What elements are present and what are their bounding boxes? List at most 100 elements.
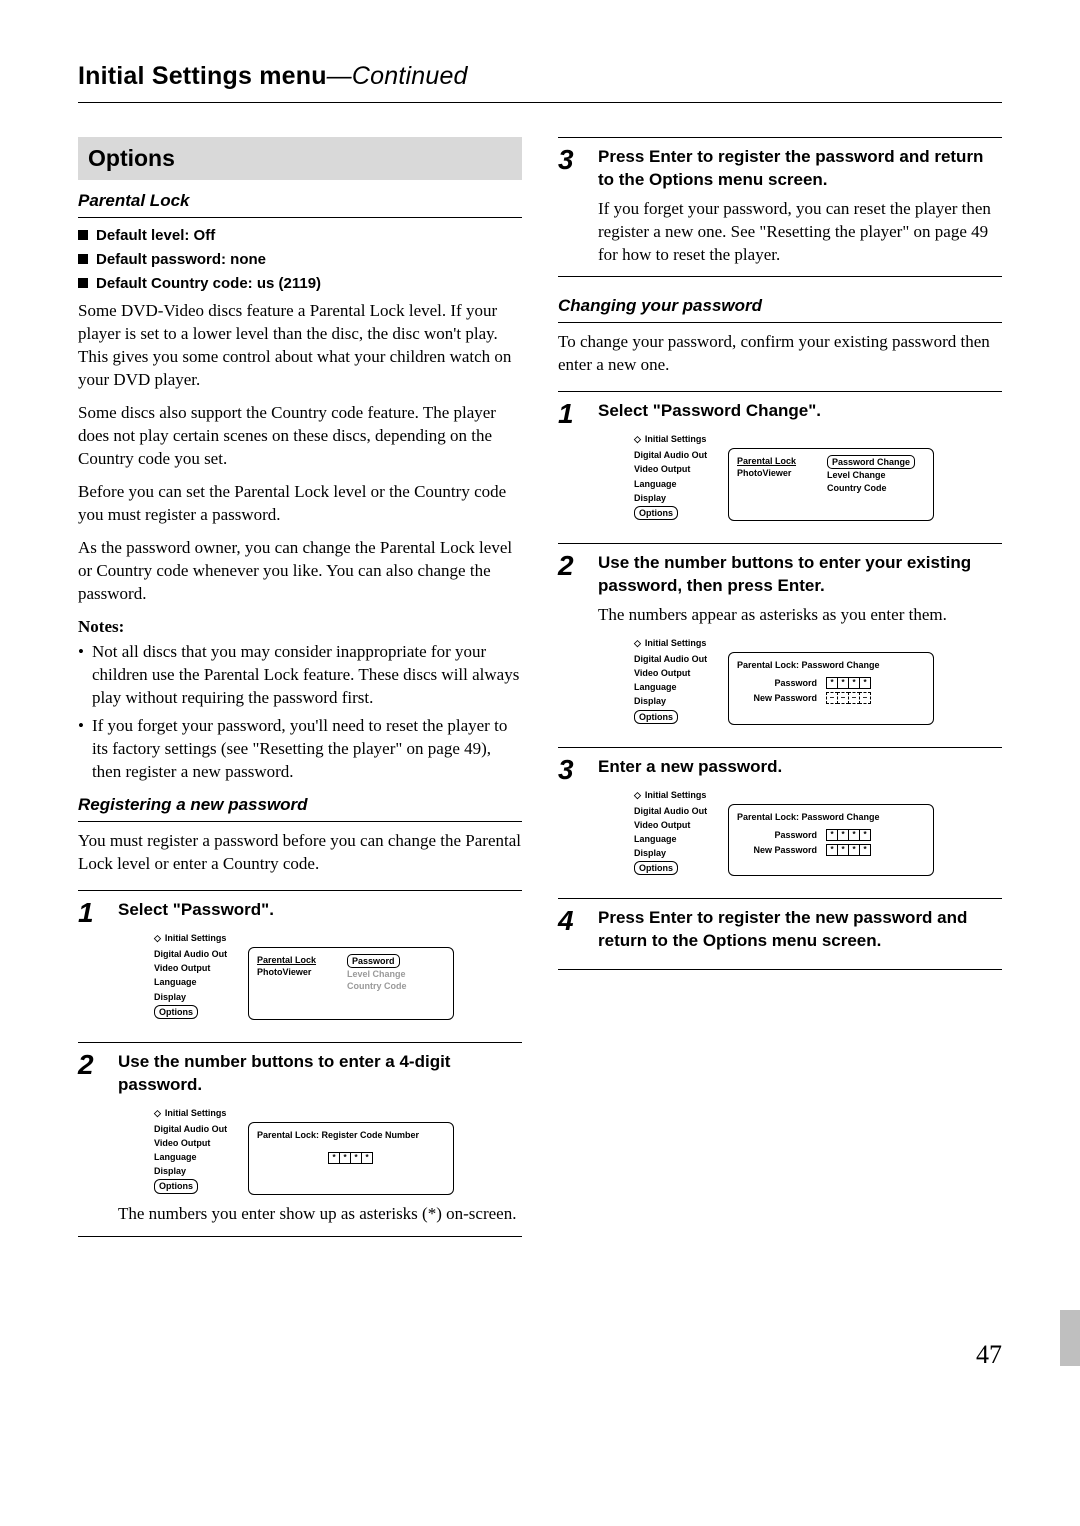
ui-title: Initial Settings — [165, 1107, 227, 1119]
change-step-3: 3 Enter a new password. ◇Initial Setting… — [558, 747, 1002, 885]
title-continued: —Continued — [327, 62, 468, 90]
menu-item: Video Output — [634, 462, 722, 476]
ui-screenshot-password-change: ◇ Initial Settings Digital Audio Out Vide… — [634, 433, 934, 521]
menu-item: Digital Audio Out — [634, 448, 722, 462]
panel-option-selected: Password Change — [827, 455, 915, 469]
notes-label: Notes: — [78, 616, 522, 639]
ui-screenshot-select-password: ◇Initial Settings Digital Audio Out Vide… — [154, 932, 454, 1020]
menu-item: Digital Audio Out — [634, 804, 722, 818]
menu-item: Language — [634, 680, 722, 694]
para-1: Some DVD-Video discs feature a Parental … — [78, 300, 522, 392]
menu-item-selected: Options — [154, 1005, 198, 1019]
step-desc: The numbers you enter show up as asteris… — [118, 1203, 522, 1226]
page-number: 47 — [78, 1337, 1002, 1372]
panel-item: PhotoViewer — [737, 467, 813, 479]
menu-item: Digital Audio Out — [154, 947, 242, 961]
code-boxes: **** — [827, 844, 871, 856]
panel-item-selected: Parental Lock — [257, 954, 333, 966]
panel-title: Parental Lock: Password Change — [737, 811, 925, 823]
ui-panel: Parental Lock: Password Change Password *… — [728, 652, 934, 725]
step-head: Press Enter to register the new password… — [598, 907, 1002, 953]
page-title: Initial Settings menu—Continued — [78, 60, 1002, 103]
menu-item-selected: Options — [634, 506, 678, 520]
code-boxes: **** — [329, 1152, 373, 1164]
step-divider — [558, 969, 1002, 970]
left-column: Options Parental Lock Default level: Off… — [78, 137, 522, 1237]
ui-menu: Digital Audio Out Video Output Language … — [634, 448, 722, 521]
square-bullet-icon — [78, 278, 88, 288]
parental-lock-heading: Parental Lock — [78, 190, 522, 218]
ui-panel: Parental Lock PhotoViewer Password Level… — [248, 947, 454, 1020]
menu-item: Video Output — [634, 666, 722, 680]
para-2: Some discs also support the Country code… — [78, 402, 522, 471]
bullet-dot-icon: • — [78, 641, 84, 710]
ui-menu: Digital Audio Out Video Output Language … — [154, 947, 242, 1020]
menu-item-selected: Options — [634, 710, 678, 724]
panel-option-disabled: Country Code — [347, 980, 445, 992]
register-step-3: 3 Press Enter to register the password a… — [558, 137, 1002, 267]
register-step-1: 1 Select "Password". ◇Initial Settings D… — [78, 890, 522, 1028]
menu-item: Display — [634, 694, 722, 708]
step-number: 3 — [558, 756, 584, 885]
step-head: Use the number buttons to enter a 4-digi… — [118, 1051, 522, 1097]
code-boxes-empty: –––– — [827, 692, 871, 704]
menu-item: Video Output — [634, 818, 722, 832]
menu-item: Video Output — [154, 961, 242, 975]
field-label: New Password — [737, 844, 817, 856]
menu-item: Display — [154, 1164, 242, 1178]
ui-panel: Parental Lock PhotoViewer Password Chang… — [728, 448, 934, 521]
change-step-1: 1 Select "Password Change". ◇Initial Set… — [558, 391, 1002, 529]
ui-menu: Digital Audio Out Video Output Language … — [634, 804, 722, 877]
ui-screenshot-enter-existing: ◇Initial Settings Digital Audio Out Vide… — [634, 637, 934, 725]
square-bullet-icon — [78, 254, 88, 264]
panel-option: Country Code — [827, 482, 925, 494]
ui-screenshot-enter-code: ◇Initial Settings Digital Audio Out Vide… — [154, 1107, 454, 1195]
register-step-2: 2 Use the number buttons to enter a 4-di… — [78, 1042, 522, 1226]
step-number: 1 — [78, 899, 104, 1028]
menu-item: Display — [634, 846, 722, 860]
para-4: As the password owner, you can change th… — [78, 537, 522, 606]
change-step-2: 2 Use the number buttons to enter your e… — [558, 543, 1002, 733]
ui-panel: Parental Lock: Password Change Password *… — [728, 804, 934, 877]
step-number: 3 — [558, 146, 584, 267]
panel-item-selected: Parental Lock — [737, 455, 813, 467]
menu-item: Language — [634, 832, 722, 846]
step-number: 2 — [78, 1051, 104, 1226]
menu-item: Digital Audio Out — [634, 652, 722, 666]
default-bullets: Default level: Off Default password: non… — [78, 226, 522, 295]
panel-option-selected: Password — [347, 954, 400, 968]
panel-option-disabled: Level Change — [347, 968, 445, 980]
options-header: Options — [78, 137, 522, 180]
step-head: Select "Password Change". — [598, 400, 1002, 423]
field-label: Password — [737, 677, 817, 689]
diamond-icon: ◇ — [634, 637, 641, 649]
ui-title: Initial Settings — [645, 789, 707, 801]
step-head: Press Enter to register the password and… — [598, 146, 1002, 192]
step-divider — [78, 1236, 522, 1237]
note-2: If you forget your password, you'll need… — [92, 715, 522, 784]
ui-title: Initial Settings — [645, 433, 707, 445]
ui-menu: Digital Audio Out Video Output Language … — [634, 652, 722, 725]
right-column: 3 Press Enter to register the password a… — [558, 137, 1002, 1237]
panel-option: Level Change — [827, 469, 925, 481]
code-boxes: **** — [827, 677, 871, 689]
menu-item: Video Output — [154, 1136, 242, 1150]
step-head: Enter a new password. — [598, 756, 1002, 779]
step-number: 2 — [558, 552, 584, 733]
ui-title: Initial Settings — [165, 932, 227, 944]
panel-title: Parental Lock: Register Code Number — [257, 1129, 445, 1141]
code-boxes: **** — [827, 829, 871, 841]
change-step-4: 4 Press Enter to register the new passwo… — [558, 898, 1002, 959]
default-level: Default level: Off — [96, 226, 215, 246]
default-country: Default Country code: us (2119) — [96, 274, 321, 294]
changing-intro: To change your password, confirm your ex… — [558, 331, 1002, 377]
step-desc: The numbers appear as asterisks as you e… — [598, 604, 1002, 627]
diamond-icon: ◇ — [634, 433, 641, 445]
panel-title: Parental Lock: Password Change — [737, 659, 925, 671]
ui-panel: Parental Lock: Register Code Number **** — [248, 1122, 454, 1195]
field-label: Password — [737, 829, 817, 841]
title-main: Initial Settings menu — [78, 62, 327, 90]
side-tab — [1060, 1310, 1080, 1366]
menu-item: Digital Audio Out — [154, 1122, 242, 1136]
step-head: Select "Password". — [118, 899, 522, 922]
